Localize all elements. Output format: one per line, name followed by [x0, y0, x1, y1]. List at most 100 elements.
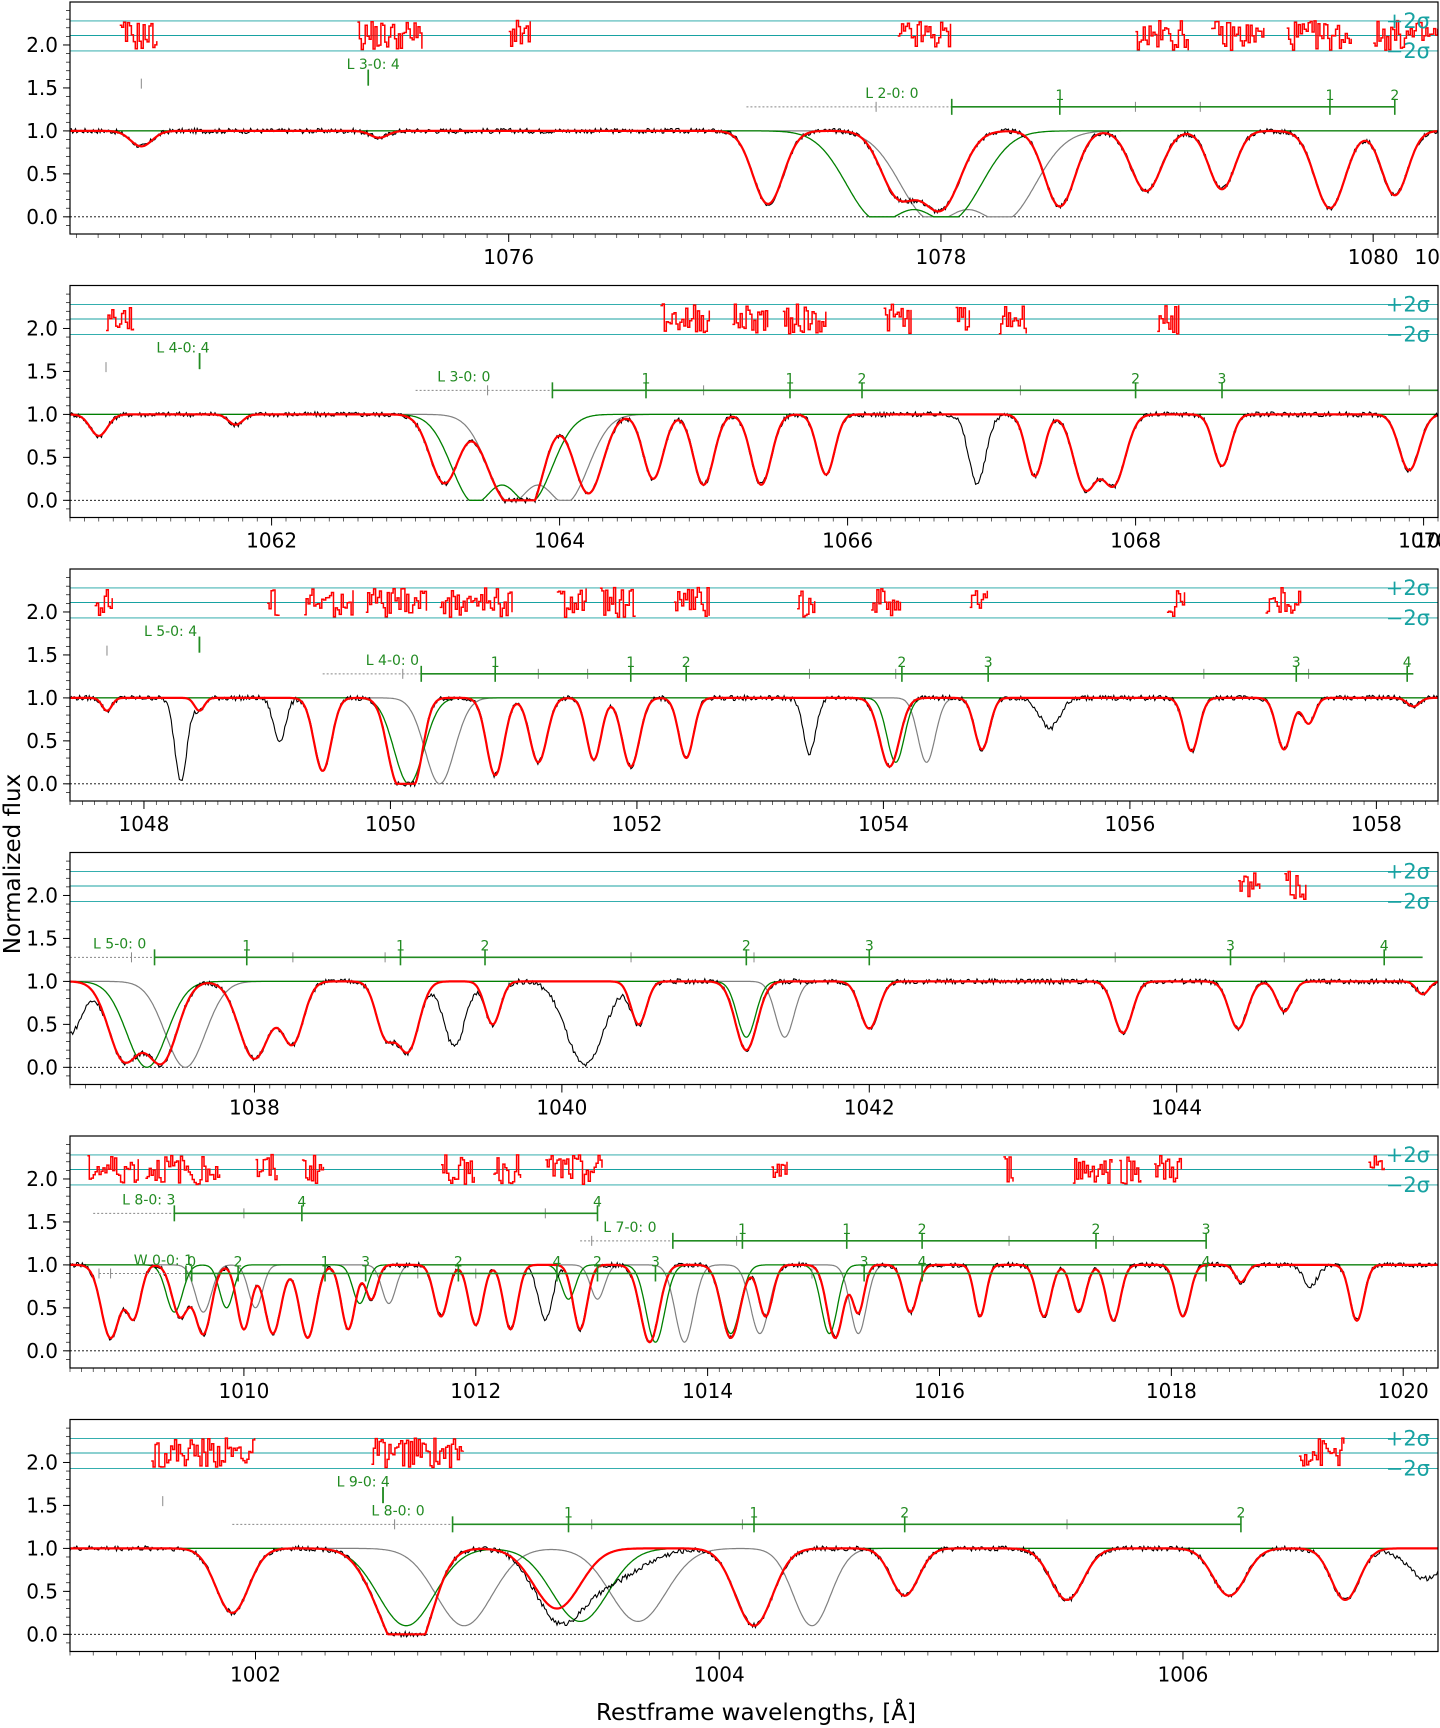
residual-segment	[660, 303, 711, 334]
y-tick-label: 0.0	[26, 1055, 58, 1079]
line-set-tick-label: 1	[786, 371, 795, 387]
x-tick-label: 1044	[1151, 1096, 1202, 1120]
line-set-tick-label: 2	[593, 1254, 602, 1270]
line-set-label: L 2-0: 0	[865, 86, 918, 102]
line-set-tick-label: 3	[984, 655, 993, 671]
line-set-tick-label: 0	[187, 1254, 196, 1270]
x-tick-label: 1038	[229, 1096, 280, 1120]
residual-segment	[1286, 20, 1352, 51]
y-tick-label: 0.5	[26, 1296, 58, 1320]
sigma-plus-label: +2σ	[1386, 1143, 1430, 1167]
line-set-tick-label: 2	[1236, 1505, 1245, 1521]
panel-frame	[69, 1, 1439, 235]
x-tick-label: 1068	[1110, 529, 1161, 553]
y-tick-label: 0.0	[26, 772, 58, 796]
x-tick-label: 1020	[1378, 1379, 1429, 1403]
residual-segment	[267, 589, 280, 616]
residual-segment	[1154, 1155, 1183, 1183]
panel-frame	[69, 1418, 1439, 1653]
line-set-tick-label: 4	[593, 1194, 602, 1210]
x-tick-label: 1012	[450, 1379, 501, 1403]
line-set-tick-label: 3	[1292, 655, 1301, 671]
residual-segment	[1284, 870, 1307, 901]
y-tick-label: 1.5	[26, 76, 58, 100]
line-set-tick-label: 4	[918, 1254, 927, 1270]
line-set-tick-label: 3	[860, 1254, 869, 1270]
residual-segment	[1368, 1155, 1385, 1171]
y-tick-label: 1.5	[26, 1493, 58, 1517]
sigma-minus-label: −2σ	[1386, 322, 1430, 346]
line-set-tick-label: 2	[897, 655, 906, 671]
line-set-tick-label: 4	[297, 1194, 306, 1210]
line-set-tick-label: 4	[1403, 655, 1412, 671]
y-tick-label: 1.0	[26, 1253, 58, 1277]
y-tick-label: 0.0	[26, 205, 58, 229]
line-set-label: L 3-0: 0	[437, 370, 490, 386]
line-set-tick-label: 1	[321, 1254, 330, 1270]
line-set-tick-label: 4	[1202, 1254, 1211, 1270]
residual-segment	[1238, 872, 1261, 898]
residual-segment	[782, 303, 827, 335]
residual-segment	[365, 587, 428, 618]
y-tick-label: 1.0	[26, 1536, 58, 1560]
y-tick-label: 0.0	[26, 488, 58, 512]
y-tick-label: 2.0	[26, 600, 58, 624]
residual-segment	[771, 1161, 788, 1178]
x-tick-label: 1066	[822, 529, 873, 553]
x-tick-label: 1040	[536, 1096, 587, 1120]
residual-segment	[955, 306, 971, 331]
panel-frame	[69, 851, 1439, 1086]
x-tick-label: 1004	[694, 1663, 745, 1687]
line-set-tick-label: 2	[742, 938, 751, 954]
y-tick-label: 2.0	[26, 316, 58, 340]
line-set-tick-label: 3	[361, 1254, 370, 1270]
y-tick-label: 0.0	[26, 1622, 58, 1646]
plot-area: L 8-0: 3 4 4L 7-0: 0 1 1 2 2 3W 0-0: 10 2 1 3 2 4 2 3 3…	[70, 1153, 1438, 1352]
sigma-minus-label: −2σ	[1386, 39, 1430, 63]
line-set-tick-label: 1	[1325, 88, 1334, 104]
x-edge-tick-label: 10	[1415, 529, 1440, 553]
model-fit	[70, 980, 1438, 1066]
x-tick-label: 1052	[611, 812, 662, 836]
residual-segment	[304, 588, 354, 618]
residual-segment	[599, 586, 636, 618]
y-tick-label: 1.0	[26, 119, 58, 143]
x-tick-label: 1058	[1351, 812, 1402, 836]
line-set-tick-label: 1	[738, 1222, 747, 1238]
model-fit	[70, 413, 1438, 502]
y-tick-label: 2.0	[26, 1450, 58, 1474]
line-set-label: L 5-0: 4	[144, 624, 197, 640]
sigma-minus-label: −2σ	[1386, 1456, 1430, 1480]
x-tick-label: 1018	[1146, 1379, 1197, 1403]
y-tick-label: 0.5	[26, 1012, 58, 1036]
residual-segment	[1003, 1156, 1014, 1183]
line-set-tick-label: 2	[481, 938, 490, 954]
y-tick-label: 0.5	[26, 729, 58, 753]
residual-segment	[969, 590, 989, 609]
sigma-plus-label: +2σ	[1386, 576, 1430, 600]
line-set-label: L 8-0: 3	[122, 1193, 175, 1209]
y-tick-label: 0.0	[26, 1339, 58, 1363]
x-tick-label: 1042	[844, 1096, 895, 1120]
residual-segment	[883, 303, 912, 335]
model-fit	[70, 696, 1438, 785]
residual-segment	[1135, 20, 1189, 51]
residual-segment	[439, 587, 513, 618]
residual-segment	[94, 588, 113, 616]
x-tick-label: 1076	[483, 245, 534, 269]
residual-segment	[871, 588, 902, 617]
line-set-tick-label: 1	[491, 655, 500, 671]
residual-segment	[732, 303, 769, 334]
residual-segment	[1157, 305, 1180, 335]
y-tick-label: 1.0	[26, 402, 58, 426]
y-tick-label: 0.5	[26, 1579, 58, 1603]
sigma-minus-label: −2σ	[1386, 606, 1430, 630]
panel-6: L 9-0: 4 L 8-0: 0 1 1 2 2 0.0 0.5 1.0 1.5 2.0 1002 1…	[26, 1418, 1439, 1687]
panel-4: L 5-0: 0 1 1 2 2 3 3 4 0.0 0.5 1.0 1.5 2.0 1038 1040 10…	[26, 851, 1439, 1120]
x-tick-label: 1056	[1104, 812, 1155, 836]
y-tick-label: 1.0	[26, 969, 58, 993]
line-set-tick-label: 2	[858, 371, 867, 387]
line-set-tick-label: 1	[750, 1505, 759, 1521]
